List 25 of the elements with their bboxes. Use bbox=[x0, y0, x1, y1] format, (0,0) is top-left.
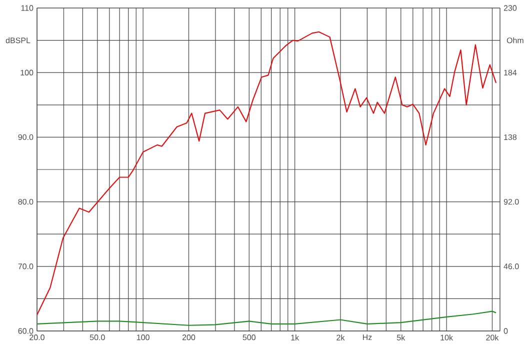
y2-tick-label: 92.0 bbox=[504, 198, 519, 205]
x-tick-label: 10k bbox=[440, 334, 454, 340]
x-tick-label: 20.0 bbox=[30, 334, 44, 340]
y2-tick-label: 230 bbox=[504, 5, 517, 11]
y2-tick-label: 46.0 bbox=[504, 264, 519, 270]
x-tick-label: 100 bbox=[137, 334, 150, 340]
y-tick-label: 90.0 bbox=[18, 134, 34, 140]
y-tick-label: 70.0 bbox=[18, 264, 34, 270]
x-tick-label: 5k bbox=[396, 334, 406, 340]
x-tick-label: 50.0 bbox=[90, 334, 105, 340]
y2-tick-label: 0 bbox=[504, 328, 508, 334]
y2-tick-label: 138 bbox=[504, 134, 517, 140]
y-tick-label: 80.0 bbox=[18, 198, 34, 205]
x-tick-label: 200 bbox=[182, 334, 196, 340]
y2-tick-label: 184 bbox=[504, 70, 517, 76]
x-tick-label: 2k bbox=[336, 334, 345, 340]
x-tick-label: 1k bbox=[291, 334, 300, 340]
y-tick-label: 100 bbox=[20, 70, 34, 76]
x-tick-label: Hz bbox=[362, 334, 372, 340]
y-axis-title: dBSPL bbox=[6, 37, 30, 44]
y2-axis-title: Ohm bbox=[506, 37, 524, 44]
y-tick-label: 110 bbox=[21, 5, 34, 11]
x-tick-label: 20k bbox=[486, 334, 499, 340]
y-tick-label: 60.0 bbox=[18, 328, 34, 334]
x-tick-label: 500 bbox=[242, 334, 256, 340]
